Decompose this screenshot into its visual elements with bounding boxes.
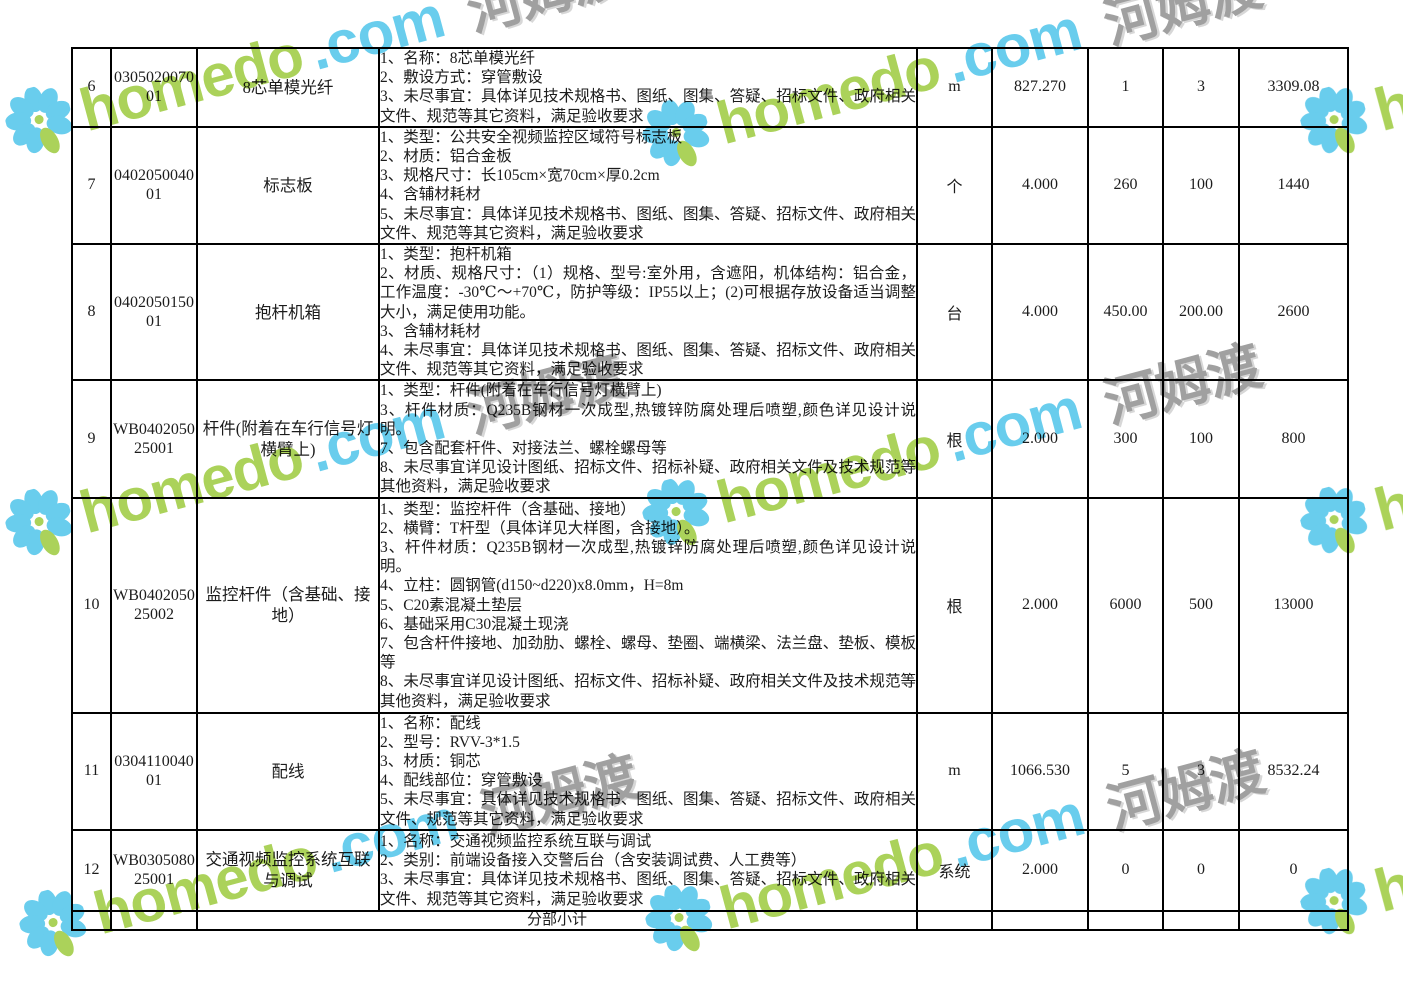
item-quantity: 4.000 bbox=[991, 243, 1089, 382]
bill-of-quantities-table: 6 030502007001 8芯单模光纤 1、名称：8芯单模光纤 2、敷设方式… bbox=[71, 47, 1349, 931]
table-row: 12 WB030508025001 交通视频监控系统互联与调试 1、名称：交通视… bbox=[71, 828, 1349, 912]
subtotal-empty-price2 bbox=[1162, 909, 1240, 931]
item-description: 1、类型：公共安全视频监控区域符号标志板 2、材质：铝合金板 3、规格尺寸：长1… bbox=[378, 125, 918, 246]
item-price-1: 5 bbox=[1087, 711, 1164, 831]
item-price-2: 0 bbox=[1162, 828, 1240, 912]
flower-logo-icon bbox=[5, 86, 73, 154]
item-code: 040205015001 bbox=[110, 243, 198, 382]
item-code: 030411004001 bbox=[110, 711, 198, 831]
item-total: 800 bbox=[1238, 379, 1349, 499]
item-name: 标志板 bbox=[196, 125, 380, 246]
table-row: 10 WB040205025002 监控杆件（含基础、接地） 1、类型：监控杆件… bbox=[71, 496, 1349, 714]
item-total: 0 bbox=[1238, 828, 1349, 912]
item-description: 1、名称：交通视频监控系统互联与调试 2、类别：前端设备接入交警后台（含安装调试… bbox=[378, 828, 918, 912]
item-unit: 系统 bbox=[916, 828, 993, 912]
subtotal-empty-total bbox=[1238, 909, 1349, 931]
item-price-2: 500 bbox=[1162, 496, 1240, 714]
item-code: 040205004001 bbox=[110, 125, 198, 246]
subtotal-empty-qty bbox=[991, 909, 1089, 931]
item-name: 8芯单模光纤 bbox=[196, 47, 380, 128]
item-total: 13000 bbox=[1238, 496, 1349, 714]
item-price-1: 300 bbox=[1087, 379, 1164, 499]
item-description: 1、类型：抱杆机箱 2、材质、规格尺寸：（1）规格、型号:室外用，含遮阳，机体结… bbox=[378, 243, 918, 382]
item-quantity: 1066.530 bbox=[991, 711, 1089, 831]
item-name: 杆件(附着在车行信号灯横臂上) bbox=[196, 379, 380, 499]
item-quantity: 827.270 bbox=[991, 47, 1089, 128]
item-unit: 个 bbox=[916, 125, 993, 246]
item-price-1: 260 bbox=[1087, 125, 1164, 246]
item-price-2: 100 bbox=[1162, 379, 1240, 499]
item-description: 1、名称：8芯单模光纤 2、敷设方式：穿管敷设 3、未尽事宜：具体详见技术规格书… bbox=[378, 47, 918, 128]
item-description: 1、类型：杆件(附着在车行信号灯横臂上) 3、杆件材质：Q235B钢材一次成型,… bbox=[378, 379, 918, 499]
row-number: 9 bbox=[71, 379, 112, 499]
item-name: 抱杆机箱 bbox=[196, 243, 380, 382]
item-price-1: 6000 bbox=[1087, 496, 1164, 714]
subtotal-empty-no bbox=[71, 909, 112, 931]
item-price-2: 3 bbox=[1162, 711, 1240, 831]
item-total: 2600 bbox=[1238, 243, 1349, 382]
item-code: 030502007001 bbox=[110, 47, 198, 128]
row-number: 7 bbox=[71, 125, 112, 246]
row-number: 12 bbox=[71, 828, 112, 912]
row-number: 11 bbox=[71, 711, 112, 831]
subtotal-row: 分部小计 bbox=[71, 909, 1349, 931]
item-description: 1、名称：配线 2、型号：RVV-3*1.5 3、材质：铜芯 4、配线部位：穿管… bbox=[378, 711, 918, 831]
item-unit: 根 bbox=[916, 379, 993, 499]
item-price-1: 0 bbox=[1087, 828, 1164, 912]
watermark-brand-green: homedo bbox=[1367, 20, 1403, 144]
item-description: 1、类型：监控杆件（含基础、接地） 2、横臂：T杆型（具体详见大样图，含接地）。… bbox=[378, 496, 918, 714]
item-price-1: 450.00 bbox=[1087, 243, 1164, 382]
item-unit: m bbox=[916, 47, 993, 128]
subtotal-empty-code bbox=[110, 909, 198, 931]
item-unit: m bbox=[916, 711, 993, 831]
row-number: 6 bbox=[71, 47, 112, 128]
item-name: 配线 bbox=[196, 711, 380, 831]
table-row: 6 030502007001 8芯单模光纤 1、名称：8芯单模光纤 2、敷设方式… bbox=[71, 47, 1349, 128]
item-total: 8532.24 bbox=[1238, 711, 1349, 831]
item-unit: 台 bbox=[916, 243, 993, 382]
table-row: 8 040205015001 抱杆机箱 1、类型：抱杆机箱 2、材质、规格尺寸：… bbox=[71, 243, 1349, 382]
table-row: 11 030411004001 配线 1、名称：配线 2、型号：RVV-3*1.… bbox=[71, 711, 1349, 831]
item-name: 监控杆件（含基础、接地） bbox=[196, 496, 380, 714]
item-code: WB040205025002 bbox=[110, 496, 198, 714]
table-row: 9 WB040205025001 杆件(附着在车行信号灯横臂上) 1、类型：杆件… bbox=[71, 379, 1349, 499]
item-price-2: 100 bbox=[1162, 125, 1240, 246]
watermark-brand-green: homedo bbox=[1367, 420, 1403, 544]
item-quantity: 2.000 bbox=[991, 379, 1089, 499]
item-total: 1440 bbox=[1238, 125, 1349, 246]
watermark-brand-cjk: 河姆渡 bbox=[457, 0, 631, 46]
item-code: WB030508025001 bbox=[110, 828, 198, 912]
item-price-1: 1 bbox=[1087, 47, 1164, 128]
item-price-2: 200.00 bbox=[1162, 243, 1240, 382]
flower-logo-icon bbox=[5, 488, 73, 556]
row-number: 10 bbox=[71, 496, 112, 714]
subtotal-empty-price1 bbox=[1087, 909, 1164, 931]
item-quantity: 2.000 bbox=[991, 828, 1089, 912]
row-number: 8 bbox=[71, 243, 112, 382]
subtotal-label: 分部小计 bbox=[196, 909, 918, 931]
item-code: WB040205025001 bbox=[110, 379, 198, 499]
table-row: 7 040205004001 标志板 1、类型：公共安全视频监控区域符号标志板 … bbox=[71, 125, 1349, 246]
item-total: 3309.08 bbox=[1238, 47, 1349, 128]
item-name: 交通视频监控系统互联与调试 bbox=[196, 828, 380, 912]
watermark-brand-green: homedo bbox=[1367, 801, 1403, 925]
item-price-2: 3 bbox=[1162, 47, 1240, 128]
subtotal-empty-unit bbox=[916, 909, 993, 931]
item-unit: 根 bbox=[916, 496, 993, 714]
item-quantity: 4.000 bbox=[991, 125, 1089, 246]
item-quantity: 2.000 bbox=[991, 496, 1089, 714]
